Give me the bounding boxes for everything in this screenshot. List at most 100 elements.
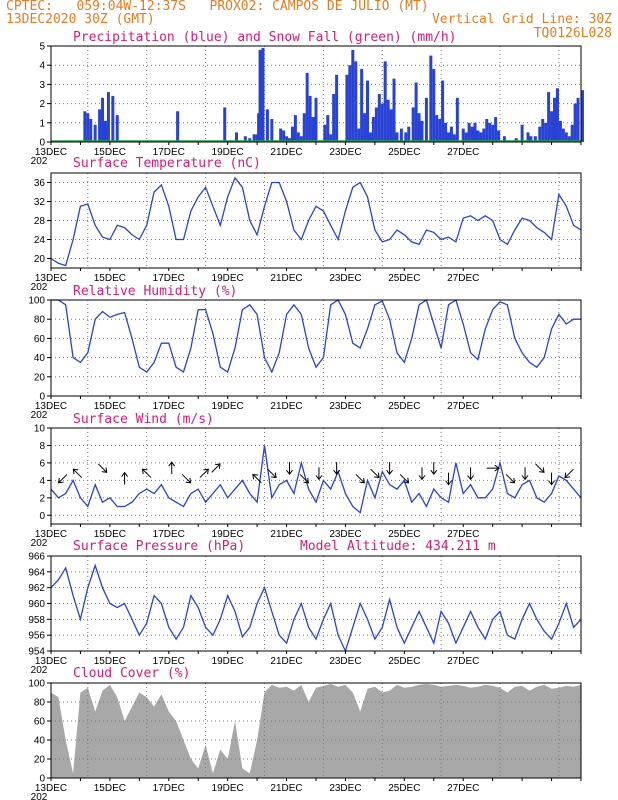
x-tick-label: 21DEC — [270, 147, 302, 158]
precip-bar — [305, 72, 309, 142]
x-tick-label: 19DEC — [212, 529, 244, 540]
precip-bar — [282, 130, 286, 142]
precip-bar — [368, 132, 372, 142]
precip-bar — [265, 109, 269, 142]
precip-bar — [429, 55, 433, 142]
precip-bar — [561, 128, 565, 142]
panel-wind — [47, 427, 582, 527]
y-tick-label: 100 — [28, 679, 45, 690]
precip-bar — [389, 109, 393, 142]
y-tick-label: 20 — [34, 372, 46, 383]
precip-bar — [386, 99, 390, 142]
wind-arrow — [72, 468, 83, 478]
x-tick-label: 25DEC — [388, 529, 420, 540]
precip-bar — [576, 97, 580, 142]
wind-arrow-head — [548, 480, 555, 486]
x-tick-label: 23DEC — [329, 401, 361, 412]
y-tick-label: 5 — [39, 42, 45, 53]
x-tick-label: 23DEC — [329, 147, 361, 158]
panel-title: Precipitation (blue) and Snow Fall (gree… — [73, 30, 457, 45]
x-tick-label: 21DEC — [270, 273, 302, 284]
wind-arrow — [535, 463, 545, 473]
wind-arrow-head — [359, 477, 365, 484]
precip-bar — [290, 126, 294, 142]
wind-arrow-head — [57, 477, 64, 484]
x-tick-label: 17DEC — [153, 656, 185, 667]
precip-bar — [348, 65, 352, 142]
precip-bar — [488, 122, 492, 142]
wind-arrow-head — [445, 480, 452, 486]
y-tick-label: 20 — [34, 755, 46, 766]
precip-bar — [476, 130, 480, 142]
precip-bar — [407, 126, 411, 142]
wind-arrow-head — [185, 477, 192, 484]
precip-bar — [83, 111, 87, 142]
precip-bar — [302, 113, 306, 142]
y-tick-label: 100 — [28, 296, 45, 307]
y-tick-label: 954 — [28, 647, 45, 658]
wind-arrow-head — [494, 464, 500, 472]
wind-arrow — [252, 474, 262, 484]
x-stray-label: 202 — [31, 792, 48, 800]
x-stray-label: 202 — [31, 282, 48, 293]
rh-series-line — [51, 298, 581, 374]
panel-precip — [47, 45, 584, 145]
wind-arrow-head — [418, 475, 426, 481]
x-tick-label: 15DEC — [94, 147, 126, 158]
y-tick-label: 2 — [39, 493, 45, 504]
precip-bar — [288, 138, 291, 142]
wind-arrow-head — [315, 475, 323, 481]
precip-bar — [366, 80, 370, 142]
precip-bar — [98, 109, 102, 142]
wind-arrow — [564, 468, 574, 478]
precip-bar — [279, 128, 283, 142]
y-tick-label: 20 — [34, 254, 46, 265]
x-tick-label: 17DEC — [153, 401, 185, 412]
y-tick-label: 2 — [39, 99, 45, 110]
precip-bar — [411, 107, 415, 142]
x-tick-label: 21DEC — [270, 656, 302, 667]
wind-arrow — [355, 474, 365, 484]
wind-arrow-head — [564, 472, 570, 479]
precip-bar — [176, 111, 180, 142]
x-stray-label: 202 — [31, 665, 48, 676]
y-tick-label: 0 — [39, 138, 45, 149]
panel-annotation: Model Altitude: 434.211 m — [300, 539, 496, 554]
wind-arrow — [58, 474, 68, 484]
x-tick-label: 23DEC — [329, 783, 361, 794]
precip-bar — [223, 107, 227, 142]
precip-bar — [101, 97, 105, 142]
precip-bar — [93, 124, 97, 142]
precip-bar — [555, 88, 559, 142]
wind-arrow-head — [333, 469, 341, 475]
precip-bar — [106, 92, 110, 142]
x-tick-label: 27DEC — [447, 401, 479, 412]
precip-bar — [435, 115, 439, 142]
precip-bar — [335, 74, 339, 142]
precip-bar — [332, 94, 336, 142]
y-tick-label: 24 — [34, 235, 46, 246]
precip-bar — [485, 118, 489, 142]
panel-title: Surface Wind (m/s) — [73, 412, 214, 427]
wind-arrow — [211, 463, 221, 473]
run-date: 13DEC2020 30Z (GMT) — [6, 12, 155, 27]
wind-arrow — [505, 474, 515, 484]
precip-bar — [452, 134, 456, 142]
precip-bar — [417, 113, 421, 142]
precip-bar — [502, 136, 506, 142]
wind-arrow-head — [467, 475, 474, 481]
y-tick-label: 36 — [34, 178, 46, 189]
precip-bar — [311, 117, 315, 142]
y-tick-label: 4 — [39, 476, 45, 487]
wind-arrow-head — [521, 475, 529, 481]
y-tick-label: 6 — [39, 458, 45, 469]
precip-bar — [538, 126, 542, 142]
x-stray-label: 202 — [31, 538, 48, 549]
precip-bar — [293, 115, 297, 142]
precip-bar — [455, 97, 459, 142]
wind-arrow-head — [509, 477, 516, 484]
precip-bar — [371, 117, 375, 142]
wind-arrow-head — [215, 463, 221, 469]
y-tick-label: 964 — [28, 567, 45, 578]
y-tick-label: 40 — [34, 353, 46, 364]
